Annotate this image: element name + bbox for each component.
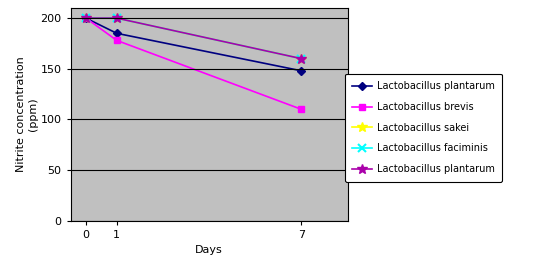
X-axis label: Days: Days [195,245,223,255]
Y-axis label: Nitrite concentration
(ppm): Nitrite concentration (ppm) [16,56,37,172]
Legend: Lactobacillus plantarum, Lactobacillus brevis, Lactobacillus sakei, Lactobacillu: Lactobacillus plantarum, Lactobacillus b… [345,73,502,182]
